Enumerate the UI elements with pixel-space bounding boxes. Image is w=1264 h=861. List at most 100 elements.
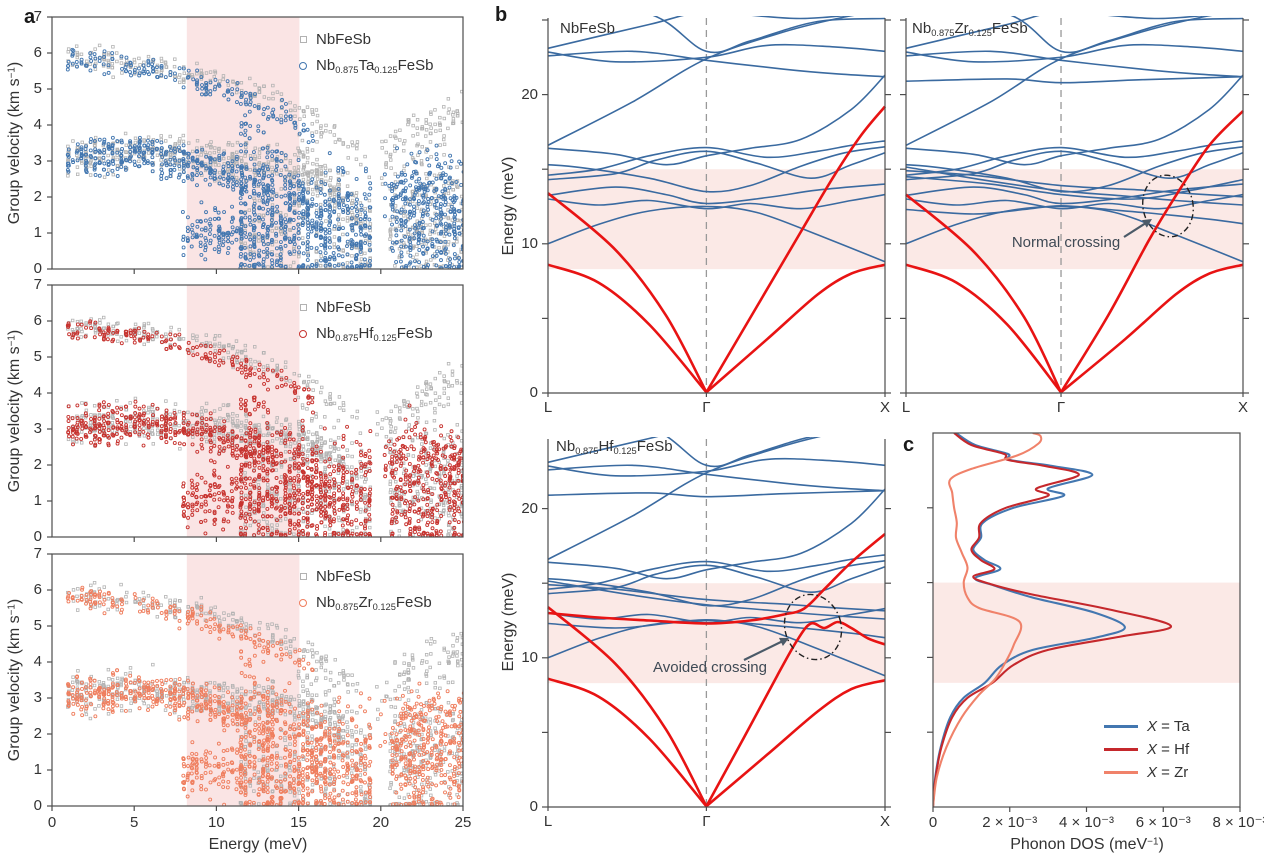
a3-legend-ref-label: NbFeSb [316,568,372,585]
a1-y-tick: 0 [33,260,42,277]
a1-legend-ref: NbFeSb [300,31,371,48]
c-x-tick: 6 × 10⁻³ [1135,814,1191,831]
c-x-tick: 0 [928,814,938,831]
a-x-tick: 5 [130,814,139,831]
a2-y-tick: 0 [33,528,42,545]
b1-y-tick: 20 [521,85,538,103]
panel-b-letter: b [495,4,508,26]
a1-y-tick: 2 [33,188,42,205]
a1-legend-ref-label: NbFeSb [316,31,372,48]
a2-y-tick: 3 [33,420,42,437]
a3-frame [51,553,464,807]
a-x-tick: 15 [290,814,307,831]
a3-y-tick: 3 [33,689,42,706]
a3-y-tick: 6 [33,581,42,598]
a-x-axis-label: Energy (meV) [208,836,308,853]
a1-y-tick: 3 [33,152,42,169]
c-legend-zr-label: X = Zr [1147,764,1189,781]
a3-legend-doped: Nb0.875Zr0.125FeSb [299,594,432,612]
a1-scatter-points [65,43,463,269]
b3-k-label: L [543,813,553,830]
blue-line-marker-icon [1104,725,1138,728]
b2-title: Nb0.875Zr0.125FeSb [912,20,1028,38]
b2-k-label: Γ [1056,399,1066,416]
blue-circle-marker-icon [299,61,307,70]
b3-k-label: X [879,813,890,830]
gray-square-marker-icon [300,573,307,580]
c-legend-ta: X = Ta [1104,718,1190,735]
a-x-tick: 25 [454,814,472,831]
c-x-tick: 2 × 10⁻³ [982,814,1038,831]
c-legend-hf: X = Hf [1104,741,1189,758]
c-legend-ta-label: X = Ta [1147,718,1190,735]
a1-y-tick: 7 [33,8,42,25]
a2-legend-doped: Nb0.875Hf0.125FeSb [299,325,433,343]
a3-legend-ref: NbFeSb [300,568,371,585]
avoided-crossing-annotation: Avoided crossing [653,659,767,676]
a1-y-tick: 1 [33,224,42,241]
b2-bands [905,16,1244,394]
red-circle-marker-icon [299,329,307,338]
avoided-crossing-circle [783,593,843,661]
a-x-tick: 10 [208,814,225,831]
b3-y-tick: 20 [521,499,538,517]
a3-y-tick: 2 [33,725,42,742]
c-highlight-band [933,582,1240,683]
panel-c-letter: c [903,434,915,456]
b1-title: NbFeSb [560,20,616,37]
a-x-tick: 0 [47,814,57,831]
b2-k-label: L [901,399,911,416]
arrow-icon [778,637,789,646]
a2-y-tick: 6 [33,312,42,329]
arrow-icon [1141,219,1152,228]
b1-highlight-band [548,169,885,270]
a2-y-tick: 4 [33,384,42,401]
c-x-tick: 4 × 10⁻³ [1058,814,1115,831]
darkred-line-marker-icon [1104,748,1138,751]
a2-legend-doped-label: Nb0.875Hf0.125FeSb [316,325,433,343]
a2-legend-ref: NbFeSb [300,299,371,316]
b3-y-tick: 10 [521,648,538,666]
a3-y-tick: 5 [33,617,42,634]
a3-y-tick: 1 [33,761,42,778]
panel-a-letter: a [24,6,36,28]
a2-scatter-points [65,315,463,537]
b3-bands [547,437,886,808]
a1-legend-doped: Nb0.875Ta0.125FeSb [299,57,433,75]
a1-frame [51,16,464,270]
a2-y-tick: 1 [33,492,42,509]
normal-crossing-circle [1142,174,1194,238]
a3-scatter-points [65,581,463,806]
a1-y-tick: 6 [33,44,42,61]
a3-legend-doped-label: Nb0.875Zr0.125FeSb [316,594,432,612]
a2-y-tick: 7 [33,276,42,293]
salmon-line-marker-icon [1104,771,1138,774]
b1-k-label: Γ [702,399,711,416]
a3-y-tick: 4 [33,653,42,670]
c-legend-zr: X = Zr [1104,764,1188,781]
a2-frame [51,284,464,538]
c-x-axis-label: Phonon DOS (meV−1) [1010,836,1164,853]
b2-highlight-band [906,169,1243,270]
salmon-circle-marker-icon [299,598,307,607]
a1-y-tick: 4 [33,116,42,133]
b2-k-label: X [1237,399,1248,416]
gray-square-marker-icon [300,304,307,311]
c-x-tick: 8 × 10⁻³ [1212,814,1264,831]
b3-y-tick: 0 [529,798,538,815]
c-legend-hf-label: X = Hf [1147,741,1190,758]
a3-y-tick: 0 [33,797,42,814]
a1-y-tick: 5 [33,80,42,97]
a2-legend-ref-label: NbFeSb [316,299,372,316]
a3-y-tick: 7 [33,545,42,562]
b1-y-tick: 0 [529,384,538,401]
normal-crossing-annotation: Normal crossing [1011,234,1121,251]
gray-square-marker-icon [300,36,307,43]
b1-bands [547,16,886,394]
b1-k-label: X [879,399,890,416]
b1-y-tick: 10 [521,234,538,252]
a2-y-tick: 2 [33,456,42,473]
b3-k-label: Γ [702,813,711,830]
